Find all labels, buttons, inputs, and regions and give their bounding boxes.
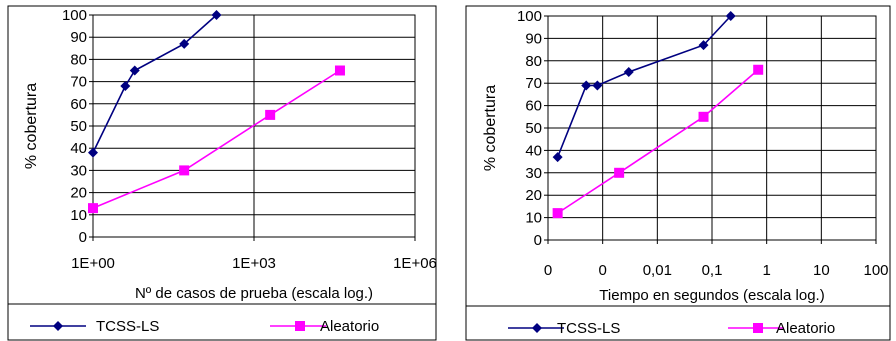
y-tick-label: 30 — [70, 162, 87, 179]
data-point — [334, 65, 345, 76]
y-tick-label: 20 — [70, 185, 87, 202]
data-point — [120, 81, 131, 92]
y-tick-label: 0 — [534, 232, 542, 249]
y-tick-label: 60 — [525, 98, 542, 115]
legend-label: Aleatorio — [320, 318, 379, 335]
data-point — [179, 38, 190, 49]
y-tick-label: 80 — [525, 53, 542, 70]
y-tick-label: 20 — [525, 187, 542, 204]
data-point — [211, 10, 222, 20]
data-point — [698, 40, 709, 51]
legend-marker — [753, 323, 763, 333]
series-line — [557, 69, 759, 214]
y-axis-label: % cobertura — [482, 85, 499, 171]
data-point — [592, 80, 603, 91]
x-tick-label: 0,01 — [643, 262, 672, 279]
y-tick-label: 50 — [70, 118, 87, 135]
data-point — [725, 11, 736, 21]
legend-label: Aleatorio — [776, 320, 835, 337]
data-point — [614, 167, 625, 178]
coverage-vs-test-cases-chart: 0 10 20 30 40 50 60 70 80 90 100 1E+00 1E+03 1E+06 Nº … — [7, 5, 437, 341]
legend-marker — [532, 323, 542, 333]
x-tick-label: 1 — [762, 262, 770, 279]
data-point — [581, 80, 592, 91]
data-point — [88, 147, 98, 158]
legend-label: TCSS-LS — [96, 318, 159, 335]
x-axis-label: Tiempo en segundos (escala log.) — [599, 287, 824, 304]
y-tick-label: 50 — [525, 120, 542, 137]
data-point — [88, 203, 98, 214]
x-tick-label: 0 — [544, 262, 552, 279]
series-line — [92, 69, 341, 209]
y-axis-label: % cobertura — [23, 83, 40, 169]
data-point — [698, 111, 709, 122]
y-tick-label: 40 — [70, 140, 87, 157]
plot-area — [547, 15, 877, 241]
y-tick-label: 40 — [525, 142, 542, 159]
y-tick-label: 70 — [525, 75, 542, 92]
y-tick-label: 100 — [517, 8, 542, 25]
data-point — [623, 67, 634, 77]
x-tick-label: 1E+06 — [393, 255, 437, 272]
x-tick-label: 1E+03 — [232, 255, 276, 272]
y-tick-label: 30 — [525, 165, 542, 182]
data-point — [753, 64, 764, 75]
y-tick-label: 0 — [79, 229, 87, 246]
x-axis-label: Nº de casos de prueba (escala log.) — [135, 285, 373, 302]
x-tick-label: 1E+00 — [71, 255, 115, 272]
y-tick-label: 70 — [70, 74, 87, 91]
x-tick-label: 10 — [813, 262, 830, 279]
legend-marker — [295, 321, 305, 331]
data-point — [179, 165, 190, 176]
legend-marker — [53, 321, 63, 331]
chart-frame — [7, 5, 437, 341]
y-tick-label: 80 — [70, 51, 87, 68]
y-tick-label: 90 — [70, 29, 87, 46]
data-point — [552, 208, 563, 219]
y-tick-label: 90 — [525, 30, 542, 47]
x-tick-label: 0 — [598, 262, 606, 279]
x-tick-label: 100 — [863, 262, 888, 279]
y-tick-label: 100 — [62, 7, 87, 24]
data-point — [552, 152, 563, 163]
legend-label: TCSS-LS — [557, 320, 620, 337]
y-tick-label: 10 — [525, 210, 542, 227]
data-point — [129, 65, 140, 76]
x-tick-label: 0,1 — [702, 262, 723, 279]
y-tick-label: 60 — [70, 96, 87, 113]
series-line — [556, 15, 732, 158]
data-point — [265, 109, 276, 120]
plot-area — [92, 14, 416, 238]
y-tick-label: 10 — [70, 207, 87, 224]
